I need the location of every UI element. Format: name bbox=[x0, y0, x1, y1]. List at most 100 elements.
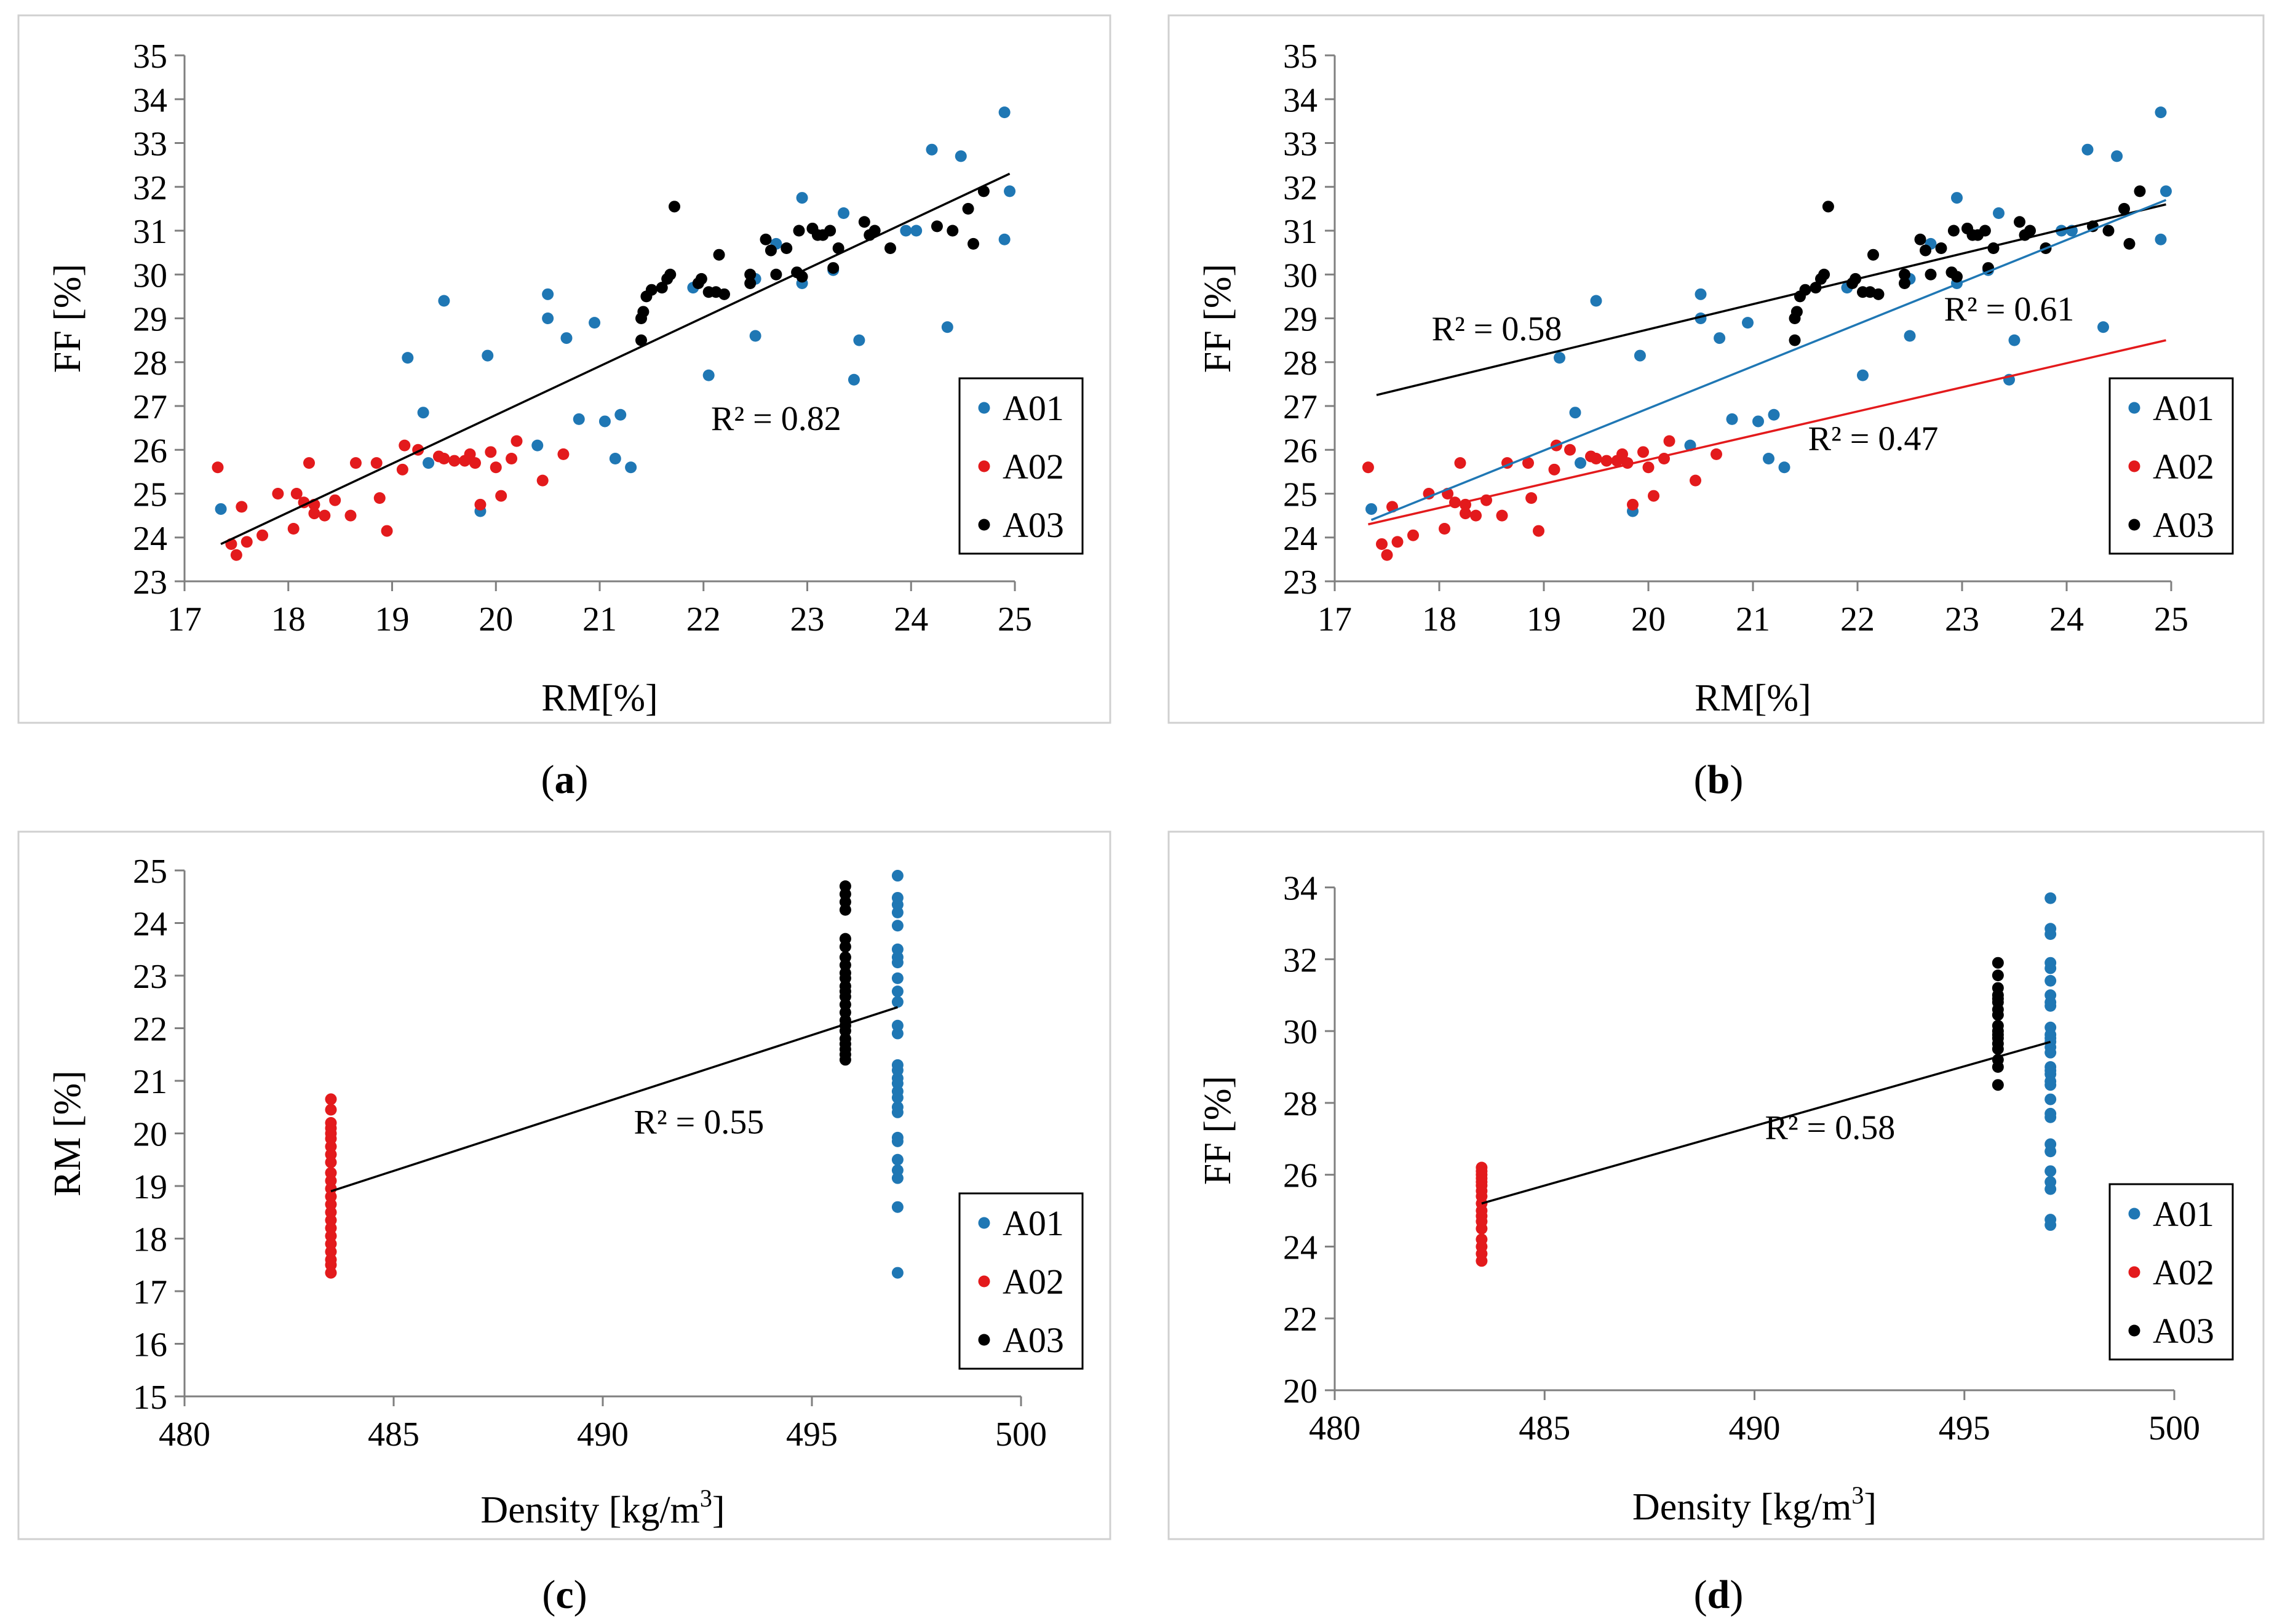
data-point bbox=[891, 1059, 904, 1071]
data-point bbox=[1476, 1233, 1488, 1246]
data-point bbox=[793, 225, 805, 237]
y-tick-label: 34 bbox=[1283, 870, 1317, 908]
data-point bbox=[2081, 143, 2094, 156]
trendline bbox=[1376, 203, 2166, 396]
data-point bbox=[609, 453, 621, 464]
x-tick-label: 485 bbox=[368, 1415, 419, 1454]
data-point bbox=[941, 321, 953, 333]
data-point bbox=[1407, 529, 1419, 541]
data-point bbox=[2134, 185, 2146, 197]
data-point bbox=[506, 453, 518, 464]
x-tick-label: 24 bbox=[894, 600, 928, 639]
data-point bbox=[287, 523, 300, 535]
x-tick-label: 21 bbox=[582, 600, 617, 639]
data-point bbox=[839, 880, 851, 893]
data-point bbox=[848, 373, 860, 386]
data-point bbox=[891, 891, 904, 904]
data-point bbox=[1496, 509, 1508, 522]
data-point bbox=[910, 225, 923, 237]
data-point bbox=[1575, 457, 1586, 469]
y-tick-label: 25 bbox=[133, 476, 167, 514]
x-tick-label: 23 bbox=[790, 600, 825, 639]
data-point bbox=[853, 334, 865, 346]
y-tick-label: 17 bbox=[133, 1273, 167, 1312]
x-tick-label: 480 bbox=[159, 1415, 210, 1454]
data-point bbox=[891, 870, 904, 882]
x-tick-label: 17 bbox=[1317, 600, 1352, 639]
data-point bbox=[1789, 334, 1801, 346]
data-point bbox=[962, 202, 974, 215]
legend-marker-A02 bbox=[2128, 1266, 2140, 1278]
trendline bbox=[330, 1006, 898, 1193]
legend-label-A03: A03 bbox=[1003, 1320, 1064, 1360]
data-point bbox=[319, 509, 331, 522]
data-point bbox=[744, 268, 757, 281]
data-point bbox=[2123, 237, 2136, 250]
data-point bbox=[236, 501, 248, 513]
series-A01 bbox=[891, 870, 904, 1279]
r-squared-annotation: R² = 0.55 bbox=[634, 1104, 765, 1142]
x-axis-title: Density [kg/m3] bbox=[480, 1484, 725, 1531]
data-point bbox=[702, 369, 715, 381]
data-point bbox=[2045, 1176, 2057, 1188]
data-point bbox=[1992, 1079, 2004, 1091]
data-point bbox=[240, 536, 253, 548]
x-tick-label: 23 bbox=[1945, 600, 1979, 639]
legend-label-A03: A03 bbox=[1003, 505, 1064, 545]
data-point bbox=[531, 439, 544, 452]
x-axis-title-superscript: 3 bbox=[1851, 1481, 1864, 1509]
data-point bbox=[490, 461, 502, 474]
legend-marker-A03 bbox=[2128, 519, 2140, 531]
chart-frame bbox=[17, 830, 1111, 1540]
y-tick-label: 30 bbox=[1283, 257, 1317, 295]
y-tick-label: 22 bbox=[1283, 1300, 1317, 1339]
y-tick-label: 34 bbox=[1283, 81, 1317, 119]
data-point bbox=[1454, 457, 1466, 469]
legend-marker-A02 bbox=[2128, 460, 2140, 472]
x-axis-title: Density [kg/m3] bbox=[1632, 1481, 1877, 1528]
data-point bbox=[396, 463, 408, 476]
data-point bbox=[1634, 349, 1646, 362]
data-point bbox=[438, 295, 450, 307]
y-tick-label: 23 bbox=[133, 563, 167, 602]
y-tick-label: 29 bbox=[133, 301, 167, 339]
y-tick-label: 24 bbox=[133, 520, 167, 558]
data-point bbox=[1822, 201, 1834, 213]
data-point bbox=[2045, 1093, 2057, 1105]
data-point bbox=[1752, 415, 1764, 428]
data-point bbox=[495, 490, 507, 502]
data-point bbox=[931, 220, 943, 233]
data-point bbox=[827, 262, 840, 274]
chart-b: 23 24 25 26 27 28 29 30 31 32 33 34 35 17 18 19 20 21 22 23… bbox=[1167, 14, 2265, 724]
data-point bbox=[1376, 538, 1388, 550]
trendline bbox=[220, 172, 1011, 546]
x-tick-label: 22 bbox=[686, 600, 721, 639]
data-point bbox=[381, 525, 393, 537]
data-point bbox=[2155, 106, 2167, 119]
data-point bbox=[947, 225, 959, 237]
data-point bbox=[485, 446, 497, 458]
y-tick-label: 29 bbox=[1283, 301, 1317, 339]
data-point bbox=[1726, 413, 1738, 425]
data-point bbox=[718, 288, 730, 300]
legend-label-A03: A03 bbox=[2153, 505, 2214, 545]
data-point bbox=[325, 1104, 337, 1116]
data-point bbox=[1763, 453, 1774, 464]
legend-marker-A03 bbox=[978, 1334, 990, 1346]
data-point bbox=[1460, 507, 1471, 520]
data-point bbox=[2045, 1061, 2057, 1073]
data-point bbox=[1439, 523, 1450, 535]
data-point bbox=[573, 413, 585, 425]
x-axis-title-end: ] bbox=[712, 1489, 725, 1531]
x-tick-label: 21 bbox=[1736, 600, 1770, 639]
data-point bbox=[998, 233, 1011, 245]
data-point bbox=[2045, 1107, 2057, 1120]
data-point bbox=[1476, 1161, 1488, 1174]
x-axis-title: RM[%] bbox=[1695, 677, 1811, 719]
legend-marker-A02 bbox=[978, 460, 990, 472]
data-point bbox=[373, 492, 386, 504]
data-point bbox=[744, 277, 757, 289]
data-point bbox=[2045, 892, 2057, 904]
panel-label-b: (b) bbox=[1693, 757, 1744, 802]
